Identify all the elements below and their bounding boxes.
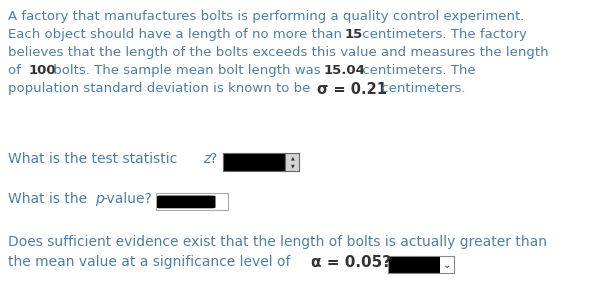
Text: p: p xyxy=(95,192,103,206)
Text: Each object should have a length of no more than: Each object should have a length of no m… xyxy=(8,28,346,41)
Text: What is the: What is the xyxy=(8,192,91,206)
Text: -value?: -value? xyxy=(102,192,151,206)
Text: 15.04: 15.04 xyxy=(323,64,365,77)
Bar xyxy=(388,256,440,273)
FancyBboxPatch shape xyxy=(156,195,216,208)
Text: 100: 100 xyxy=(29,64,56,77)
Text: centimeters. The factory: centimeters. The factory xyxy=(358,28,527,41)
Text: Does sufficient evidence exist that the length of bolts is actually greater than: Does sufficient evidence exist that the … xyxy=(8,235,547,249)
Text: ⌄: ⌄ xyxy=(443,260,451,269)
Text: A factory that manufactures bolts is performing a quality control experiment.: A factory that manufactures bolts is per… xyxy=(8,10,525,23)
Text: centimeters. The: centimeters. The xyxy=(358,64,475,77)
Text: ?: ? xyxy=(210,152,218,166)
Text: z: z xyxy=(203,152,210,166)
Text: ▼: ▼ xyxy=(290,163,294,168)
Text: of: of xyxy=(8,64,25,77)
Text: believes that the length of the bolts exceeds this value and measures the length: believes that the length of the bolts ex… xyxy=(8,46,549,59)
Text: σ = 0.21: σ = 0.21 xyxy=(317,82,387,97)
Text: ▲: ▲ xyxy=(290,156,294,161)
Text: 15: 15 xyxy=(344,28,362,41)
Text: bolts. The sample mean bolt length was: bolts. The sample mean bolt length was xyxy=(49,64,325,77)
Text: the mean value at a significance level of: the mean value at a significance level o… xyxy=(8,255,295,269)
Text: α = 0.05?: α = 0.05? xyxy=(311,255,391,270)
Text: centimeters.: centimeters. xyxy=(377,82,466,95)
Text: population standard deviation is known to be: population standard deviation is known t… xyxy=(8,82,315,95)
Text: What is the test statistic: What is the test statistic xyxy=(8,152,182,166)
